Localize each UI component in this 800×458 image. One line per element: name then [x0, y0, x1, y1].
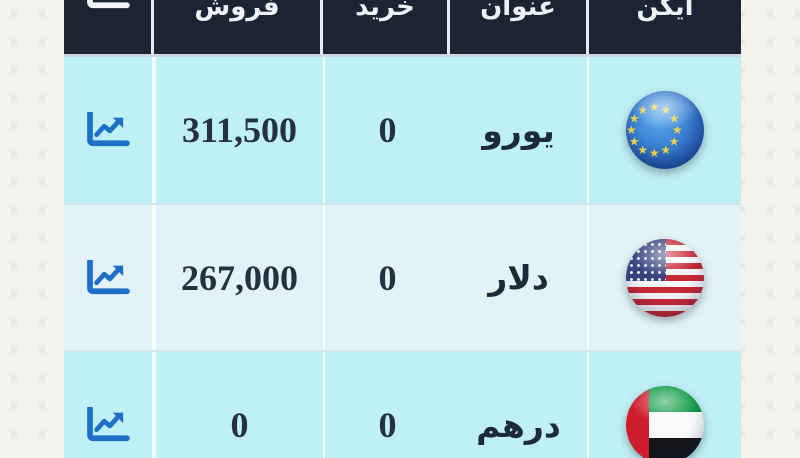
us-flag-canton	[626, 238, 666, 281]
dirham-chart-button[interactable]	[85, 407, 131, 443]
chart-line-icon	[85, 260, 131, 296]
header-buy-label: خرید	[355, 0, 415, 22]
exchange-rate-table: آیکن عنوان خرید فروش ★ ★ ★ ★ ★ ★ ★ ★ ★ ★ ★ ★ یورو 0…	[64, 0, 741, 458]
buy-price: 0	[323, 205, 450, 350]
united-states-flag-icon	[626, 238, 704, 317]
chart-cell	[64, 57, 154, 203]
chart-line-icon	[85, 0, 131, 10]
euro-chart-button[interactable]	[85, 112, 131, 148]
sell-price: 0	[154, 352, 323, 458]
chart-cell	[64, 352, 154, 458]
sell-price: 311,500	[154, 57, 323, 203]
dollar-flag-cell	[589, 205, 741, 350]
chart-cell	[64, 205, 154, 350]
header-title-label: عنوان	[480, 0, 556, 22]
currency-name: درهم	[450, 352, 589, 458]
dollar-chart-button[interactable]	[85, 260, 131, 296]
sell-price: 267,000	[154, 205, 323, 350]
header-title-column: عنوان	[450, 0, 589, 54]
european-union-flag-icon: ★ ★ ★ ★ ★ ★ ★ ★ ★ ★ ★ ★	[626, 91, 704, 169]
table-header-row: آیکن عنوان خرید فروش	[64, 0, 741, 57]
buy-price: 0	[323, 57, 450, 203]
chart-line-icon	[85, 112, 131, 148]
dirham-flag-cell	[589, 352, 741, 458]
uae-flag-red-band	[626, 386, 649, 458]
table-row-dirham: درهم 0 0	[64, 350, 741, 458]
euro-flag-cell: ★ ★ ★ ★ ★ ★ ★ ★ ★ ★ ★ ★	[589, 57, 741, 203]
header-buy-column: خرید	[323, 0, 450, 54]
united-arab-emirates-flag-icon	[626, 386, 704, 458]
header-chart-column	[64, 0, 154, 54]
header-sell-column: فروش	[154, 0, 323, 54]
header-sell-label: فروش	[194, 0, 280, 22]
currency-name: دلار	[450, 205, 589, 350]
currency-name: یورو	[450, 57, 589, 203]
chart-line-icon	[85, 407, 131, 443]
buy-price: 0	[323, 352, 450, 458]
table-row-dollar: دلار 0 267,000	[64, 203, 741, 350]
header-icon-label: آیکن	[636, 0, 694, 22]
header-icon-column: آیکن	[589, 0, 741, 54]
table-row-euro: ★ ★ ★ ★ ★ ★ ★ ★ ★ ★ ★ ★ یورو 0 311,500	[64, 57, 741, 203]
